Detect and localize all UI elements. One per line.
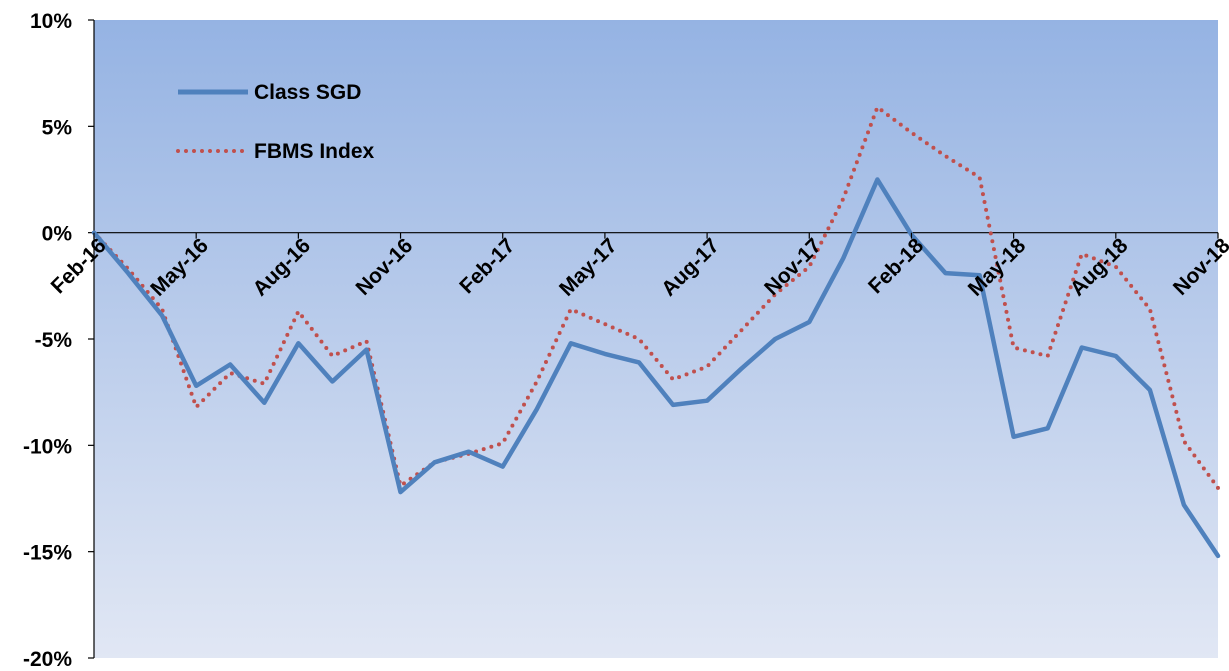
series-line-class-sgd: [91, 177, 1221, 559]
legend-label-fbms-index: FBMS Index: [254, 140, 374, 163]
y-tick-label: 5%: [42, 116, 73, 139]
series-line-fbms-index: [92, 105, 1220, 490]
y-axis: 10% 5% 0% -5% -10% -15% -20%: [23, 10, 95, 671]
y-tick-label: -5%: [35, 329, 73, 352]
series-layer: [91, 105, 1221, 559]
legend: Class SGD FBMS Index: [176, 81, 374, 163]
y-tick-label: -15%: [23, 542, 72, 565]
y-tick-label: -20%: [23, 648, 72, 671]
legend-label-class-sgd: Class SGD: [254, 81, 361, 104]
legend-item-class-sgd: Class SGD: [178, 81, 361, 104]
y-tick-label: -10%: [23, 435, 72, 458]
y-tick-label: 10%: [30, 10, 72, 33]
plot-area: [94, 20, 1218, 658]
y-tick-label: 0%: [42, 223, 73, 246]
legend-item-fbms-index: FBMS Index: [176, 140, 374, 163]
